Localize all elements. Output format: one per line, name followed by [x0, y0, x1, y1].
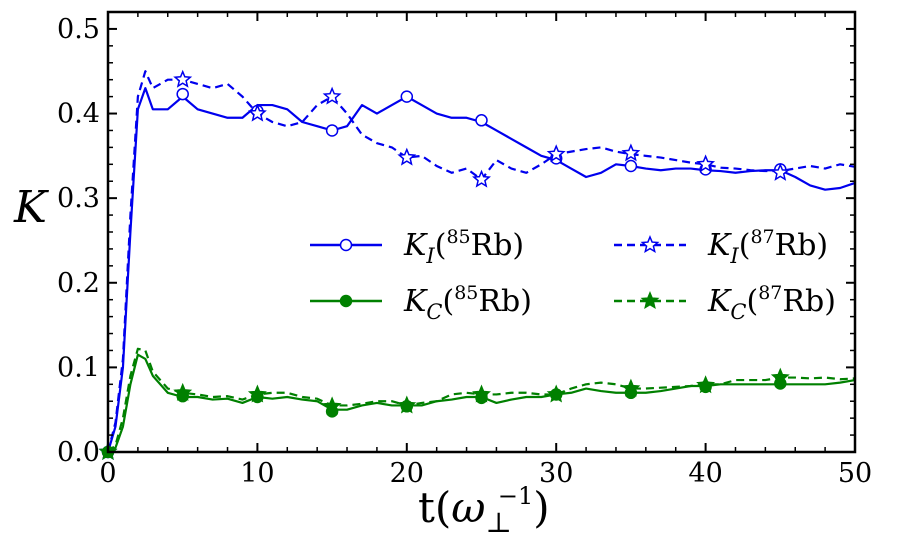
x-tick-label: 30 [539, 458, 573, 489]
data-point [173, 69, 193, 88]
x-tick-label: 20 [390, 458, 424, 489]
data-point [696, 154, 716, 173]
y-tick-label: 0.4 [57, 99, 100, 130]
series-line [107, 353, 856, 453]
data-point [696, 375, 716, 394]
data-point [322, 86, 342, 105]
legend-label: KI(85Rb) [403, 226, 524, 268]
data-point [325, 124, 339, 137]
series-line [106, 70, 856, 453]
series-K_I(85Rb) [101, 87, 856, 459]
y-tick-label: 0.3 [57, 183, 100, 214]
data-point [770, 367, 790, 386]
data-point [400, 90, 414, 103]
legend-entry: KI(85Rb) [310, 226, 524, 268]
data-point [546, 384, 566, 403]
y-axis-label: K [13, 182, 49, 233]
y-tick-label: 0.1 [57, 352, 100, 383]
data-point [247, 384, 267, 403]
data-point [472, 169, 491, 188]
legend-marker [640, 291, 660, 310]
x-tick-label: 10 [240, 458, 274, 489]
data-point [546, 144, 566, 163]
legend-entry: KC(87Rb) [614, 282, 836, 324]
data-point [624, 159, 638, 173]
legend-entry: KI(87Rb) [614, 226, 828, 268]
plot-area [98, 69, 856, 461]
data-point [176, 87, 189, 101]
data-point [475, 114, 488, 127]
data-point [770, 162, 790, 181]
x-tick-label: 50 [838, 458, 872, 489]
legend: KI(85Rb) KI(87Rb) KC(85Rb) KC(87Rb) [310, 226, 836, 324]
data-point [397, 395, 417, 414]
data-point [247, 103, 267, 122]
y-tick-label: 0.0 [57, 437, 100, 468]
legend-label: KC(85Rb) [403, 282, 532, 324]
data-point [173, 382, 193, 401]
data-point [621, 378, 641, 397]
x-tick-label: 0 [99, 458, 116, 489]
plot-frame [106, 10, 857, 454]
data-point [621, 143, 641, 162]
data-point [472, 384, 491, 403]
axis-ticks: 0 10 20 30 40 50 0.0 0.1 0.2 0.3 0.4 0.5 [57, 12, 872, 489]
legend-entry: KC(85Rb) [310, 282, 532, 324]
series-K_C(85Rb) [101, 353, 856, 459]
x-tick-label: 40 [688, 458, 722, 489]
series-line [106, 87, 856, 453]
data-point [322, 396, 342, 415]
series-K_I(87Rb) [98, 69, 856, 461]
legend-label: KC(87Rb) [707, 282, 836, 324]
x-axis-label: t(ω⊥−1) [418, 482, 550, 539]
series-line [107, 347, 856, 453]
y-tick-label: 0.5 [57, 14, 100, 45]
legend-marker [640, 235, 660, 254]
data-point [397, 147, 417, 166]
y-tick-label: 0.2 [57, 268, 100, 299]
legend-marker [339, 238, 353, 252]
legend-marker [339, 294, 353, 308]
legend-label: KI(87Rb) [707, 226, 828, 268]
series-K_C(87Rb) [98, 347, 856, 461]
